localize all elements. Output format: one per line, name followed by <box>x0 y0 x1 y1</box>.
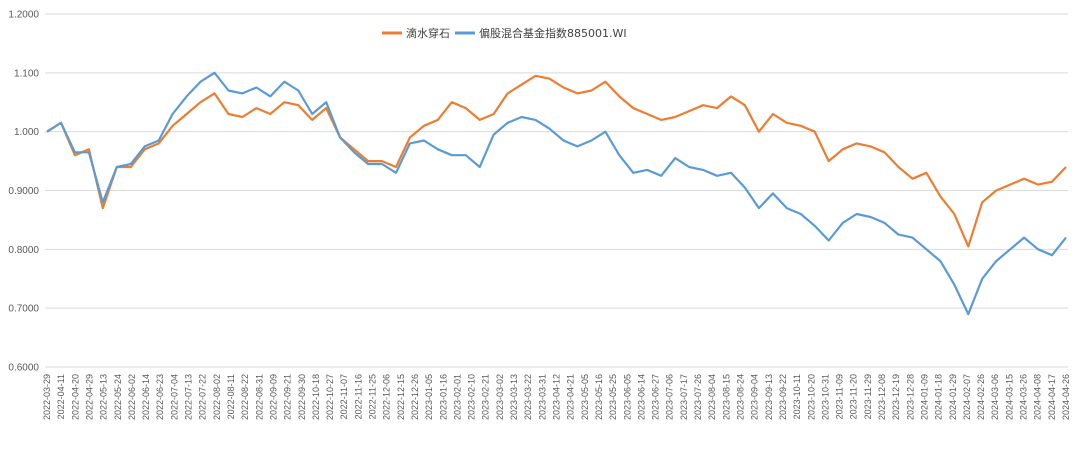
x-tick-label: 2023-10-31 <box>820 374 830 420</box>
x-tick-label: 2023-08-04 <box>707 374 717 420</box>
x-tick-label: 2022-12-26 <box>410 374 420 420</box>
x-tick-label: 2024-04-08 <box>1033 374 1043 420</box>
x-tick-label: 2022-09-21 <box>283 374 293 420</box>
x-tick-label: 2022-04-11 <box>56 374 66 419</box>
x-tick-label: 2023-02-21 <box>481 374 491 420</box>
x-tick-label: 2022-08-11 <box>226 374 236 419</box>
x-tick-label: 2023-11-09 <box>835 374 845 419</box>
legend-label-series-1: 滴水穿石 <box>406 26 450 40</box>
x-tick-label: 2024-03-06 <box>990 374 1000 420</box>
x-tick-label: 2024-01-09 <box>919 374 929 420</box>
x-tick-label: 2022-09-30 <box>297 374 307 420</box>
x-tick-label: 2023-04-21 <box>566 374 576 420</box>
x-tick-label: 2022-07-04 <box>169 374 179 420</box>
x-tick-label: 2024-04-17 <box>1047 374 1057 420</box>
x-tick-label: 2022-05-13 <box>99 374 109 420</box>
x-tick-label: 2023-10-20 <box>806 374 816 420</box>
legend: 滴水穿石 偏股混合基金指数885001.WI <box>382 26 627 40</box>
x-tick-label: 2022-04-20 <box>70 374 80 420</box>
x-tick-label: 2022-11-25 <box>368 374 378 419</box>
x-tick-label: 2022-06-14 <box>141 374 151 420</box>
x-tick-label: 2022-09-09 <box>268 374 278 420</box>
x-tick-label: 2022-08-22 <box>240 374 250 420</box>
x-tick-label: 2023-04-12 <box>552 374 562 420</box>
x-tick-label: 2023-03-31 <box>537 374 547 420</box>
x-tick-label: 2023-10-11 <box>792 374 802 419</box>
x-tick-label: 2023-12-19 <box>891 374 901 420</box>
x-tick-label: 2024-01-18 <box>934 374 944 420</box>
series-lines <box>46 71 1067 316</box>
x-tick-label: 2023-08-15 <box>721 374 731 420</box>
x-tick-label: 2022-03-29 <box>42 374 52 420</box>
x-tick-label: 2023-01-16 <box>438 374 448 420</box>
x-tick-label: 2023-06-27 <box>651 374 661 420</box>
x-tick-label: 2022-11-16 <box>353 374 363 419</box>
x-tick-label: 2024-04-26 <box>1061 374 1071 420</box>
x-tick-label: 2022-06-23 <box>155 374 165 420</box>
x-tick-label: 2024-02-26 <box>976 374 986 420</box>
x-tick-label: 2022-07-22 <box>198 374 208 420</box>
x-axis: 2022-03-29 2022-04-11 2022-04-20 2022-04-29… <box>42 374 1071 420</box>
y-tick-label: 0.9000 <box>8 186 39 197</box>
y-tick-label: 1.100 <box>14 68 39 79</box>
x-tick-label: 2024-03-15 <box>1004 374 1014 420</box>
x-tick-label: 2023-07-17 <box>679 374 689 420</box>
x-tick-label: 2022-07-13 <box>184 374 194 420</box>
x-tick-label: 2022-08-02 <box>212 374 222 420</box>
x-tick-label: 2022-08-31 <box>254 374 264 420</box>
x-tick-label: 2022-11-07 <box>339 374 349 419</box>
series-line-2 <box>46 71 1067 316</box>
x-tick-label: 2022-10-27 <box>325 374 335 420</box>
y-axis: 0.6000 0.7000 0.8000 0.9000 1.000 1.100 1.2000 <box>8 10 39 374</box>
x-tick-label: 2023-05-05 <box>580 374 590 420</box>
x-tick-label: 2024-01-29 <box>948 374 958 420</box>
x-tick-label: 2024-02-07 <box>962 374 972 420</box>
y-tick-label: 0.7000 <box>8 304 39 315</box>
y-tick-label: 1.2000 <box>8 10 39 21</box>
x-tick-label: 2023-09-04 <box>750 374 760 420</box>
x-tick-label: 2023-02-10 <box>467 374 477 420</box>
x-tick-label: 2023-05-25 <box>608 374 618 420</box>
x-tick-label: 2023-09-13 <box>764 374 774 420</box>
x-tick-label: 2022-04-29 <box>84 374 94 420</box>
x-tick-label: 2023-11-20 <box>849 374 859 419</box>
x-tick-label: 2022-05-24 <box>113 374 123 420</box>
x-tick-label: 2022-12-15 <box>396 374 406 420</box>
y-gridlines <box>45 13 1068 368</box>
x-tick-label: 2023-01-05 <box>424 374 434 420</box>
y-tick-label: 0.6000 <box>8 363 39 374</box>
y-tick-label: 0.8000 <box>8 245 39 256</box>
x-tick-label: 2023-06-14 <box>636 374 646 420</box>
x-tick-label: 2022-06-02 <box>127 374 137 420</box>
x-tick-label: 2023-12-08 <box>877 374 887 420</box>
x-tick-label: 2023-11-29 <box>863 374 873 419</box>
x-tick-label: 2023-07-06 <box>665 374 675 420</box>
x-tick-label: 2024-03-26 <box>1019 374 1029 420</box>
legend-label-series-2: 偏股混合基金指数885001.WI <box>479 26 627 40</box>
x-tick-label: 2022-10-18 <box>311 374 321 420</box>
x-tick-label: 2023-06-05 <box>622 374 632 420</box>
x-tick-label: 2023-09-22 <box>778 374 788 420</box>
x-tick-label: 2023-03-02 <box>495 374 505 420</box>
x-tick-label: 2023-03-13 <box>509 374 519 420</box>
x-tick-label: 2023-05-16 <box>594 374 604 420</box>
series-line-1 <box>46 74 1067 248</box>
x-tick-label: 2023-02-01 <box>452 374 462 420</box>
x-tick-label: 2023-07-26 <box>693 374 703 420</box>
y-tick-label: 1.000 <box>14 127 39 138</box>
x-tick-label: 2023-03-22 <box>523 374 533 420</box>
x-tick-label: 2022-12-06 <box>382 374 392 420</box>
x-tick-label: 2023-08-24 <box>735 374 745 420</box>
x-tick-label: 2023-12-28 <box>905 374 915 420</box>
